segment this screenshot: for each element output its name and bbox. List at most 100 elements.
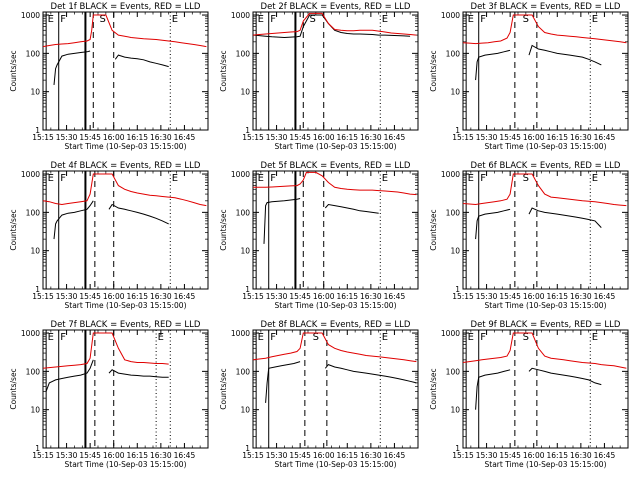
panel-8: Det 8f BLACK = Events, RED = LLD 1 10 100 10… — [219, 320, 419, 469]
x-tick-label: 16:15 — [126, 133, 148, 142]
y-tick-label: 10 — [450, 247, 460, 256]
y-tick-label: 10 — [30, 247, 40, 256]
marker-label: E — [382, 332, 388, 343]
panel-title: Det 7f BLACK = Events, RED = LLD — [51, 320, 201, 330]
x-tick-label: 16:30 — [150, 451, 172, 460]
x-tick-label: 16:30 — [150, 133, 172, 142]
marker-label: E — [48, 14, 54, 25]
x-axis-label: Start Time (10-Sep-03 15:15:00) — [65, 142, 187, 151]
lld-series-line — [462, 332, 627, 369]
panel-2: Det 2f BLACK = Events, RED = LLD 1 10 100 10… — [219, 2, 419, 151]
y-tick-label: 1000 — [231, 170, 250, 179]
x-tick-label: 15:15 — [32, 292, 54, 301]
events-series-line — [475, 49, 511, 81]
x-tick-label: 16:00 — [313, 133, 335, 142]
x-axis-label: Start Time (10-Sep-03 15:15:00) — [485, 460, 607, 469]
x-tick-label: 16:45 — [384, 133, 406, 142]
events-series-line-segment-2 — [108, 203, 169, 225]
x-tick-label: 16:30 — [570, 292, 592, 301]
y-axis-label: Counts/sec — [219, 209, 228, 250]
marker-label: E — [382, 14, 388, 25]
marker-label: F — [60, 14, 66, 25]
x-tick-label: 15:30 — [56, 451, 78, 460]
plot-frame — [462, 11, 629, 131]
x-tick-label: 16:30 — [360, 292, 382, 301]
x-axis-label: Start Time (10-Sep-03 15:15:00) — [275, 460, 397, 469]
marker-label: E — [592, 332, 598, 343]
panel-3: Det 3f BLACK = Events, RED = LLD 1 10 100 10… — [429, 2, 629, 151]
x-tick-label: 15:45 — [79, 292, 101, 301]
x-tick-label: 16:15 — [546, 451, 568, 460]
marker-label: F — [270, 14, 276, 25]
events-series-line-segment-2 — [324, 364, 417, 384]
events-series-line-segment-2 — [528, 207, 602, 228]
y-tick-label: 10 — [30, 88, 40, 97]
marker-label: E — [468, 332, 474, 343]
y-axis-label: Counts/sec — [429, 50, 438, 91]
y-tick-label: 1000 — [231, 11, 250, 20]
marker-label: S — [523, 332, 529, 343]
panel-title: Det 3f BLACK = Events, RED = LLD — [471, 2, 621, 12]
x-tick-label: 16:45 — [594, 451, 616, 460]
marker-label: E — [258, 173, 264, 184]
marker-label: S — [313, 332, 319, 343]
panel-1: Det 1f BLACK = Events, RED = LLD 1 10 100 10… — [9, 2, 209, 151]
x-tick-label: 15:45 — [499, 451, 521, 460]
marker-label: E — [158, 332, 164, 343]
plot-frame — [252, 11, 419, 131]
x-axis-label: Start Time (10-Sep-03 15:15:00) — [485, 142, 607, 151]
y-tick-label: 1000 — [21, 170, 40, 179]
marker-label: E — [468, 173, 474, 184]
x-tick-label: 16:45 — [594, 133, 616, 142]
x-tick-label: 15:30 — [476, 133, 498, 142]
marker-label: F — [60, 332, 66, 343]
x-tick-label: 15:15 — [32, 451, 54, 460]
marker-label: F — [480, 332, 486, 343]
panel-title: Det 9f BLACK = Events, RED = LLD — [471, 320, 621, 330]
y-axis-label: Counts/sec — [429, 368, 438, 409]
x-tick-label: 16:00 — [523, 451, 545, 460]
y-tick-label: 1 — [245, 126, 250, 135]
marker-label: F — [270, 173, 276, 184]
x-tick-label: 16:45 — [384, 292, 406, 301]
x-tick-label: 15:45 — [499, 292, 521, 301]
lld-series-line — [252, 12, 417, 36]
lld-series-line — [252, 332, 417, 363]
events-series-line-segment-2 — [108, 369, 169, 378]
x-tick-label: 15:45 — [79, 133, 101, 142]
marker-label: E — [382, 173, 388, 184]
plot-frame — [462, 170, 629, 290]
x-tick-label: 15:30 — [266, 292, 288, 301]
events-series-line — [265, 361, 301, 403]
y-tick-label: 10 — [450, 88, 460, 97]
x-axis-label: Start Time (10-Sep-03 15:15:00) — [65, 301, 187, 310]
events-series-line-segment-2 — [528, 44, 602, 66]
y-tick-label: 1 — [35, 126, 40, 135]
y-tick-label: 1000 — [231, 329, 250, 338]
y-axis-label: Counts/sec — [219, 50, 228, 91]
marker-label: S — [523, 173, 529, 184]
x-axis-label: Start Time (10-Sep-03 15:15:00) — [275, 142, 397, 151]
x-tick-label: 15:15 — [452, 133, 474, 142]
y-tick-label: 100 — [236, 208, 251, 217]
panel-title: Det 6f BLACK = Events, RED = LLD — [471, 161, 621, 171]
x-tick-label: 16:30 — [570, 451, 592, 460]
x-tick-label: 15:45 — [499, 133, 521, 142]
events-series-line — [475, 208, 511, 240]
panel-title: Det 5f BLACK = Events, RED = LLD — [261, 161, 411, 171]
events-series-line — [45, 359, 94, 392]
x-axis-label: Start Time (10-Sep-03 15:15:00) — [65, 460, 187, 469]
marker-label: E — [258, 332, 264, 343]
panel-title: Det 1f BLACK = Events, RED = LLD — [51, 2, 201, 12]
events-series-line-segment-2 — [114, 54, 169, 68]
y-tick-label: 1 — [35, 444, 40, 453]
y-tick-label: 10 — [450, 406, 460, 415]
x-tick-label: 16:45 — [174, 133, 196, 142]
x-tick-label: 16:30 — [360, 133, 382, 142]
y-tick-label: 100 — [446, 208, 461, 217]
x-tick-label: 16:00 — [313, 292, 335, 301]
marker-label: E — [592, 173, 598, 184]
panel-7: Det 7f BLACK = Events, RED = LLD 1 10 100 10… — [9, 320, 209, 469]
marker-label: F — [480, 173, 486, 184]
x-tick-label: 15:30 — [476, 451, 498, 460]
